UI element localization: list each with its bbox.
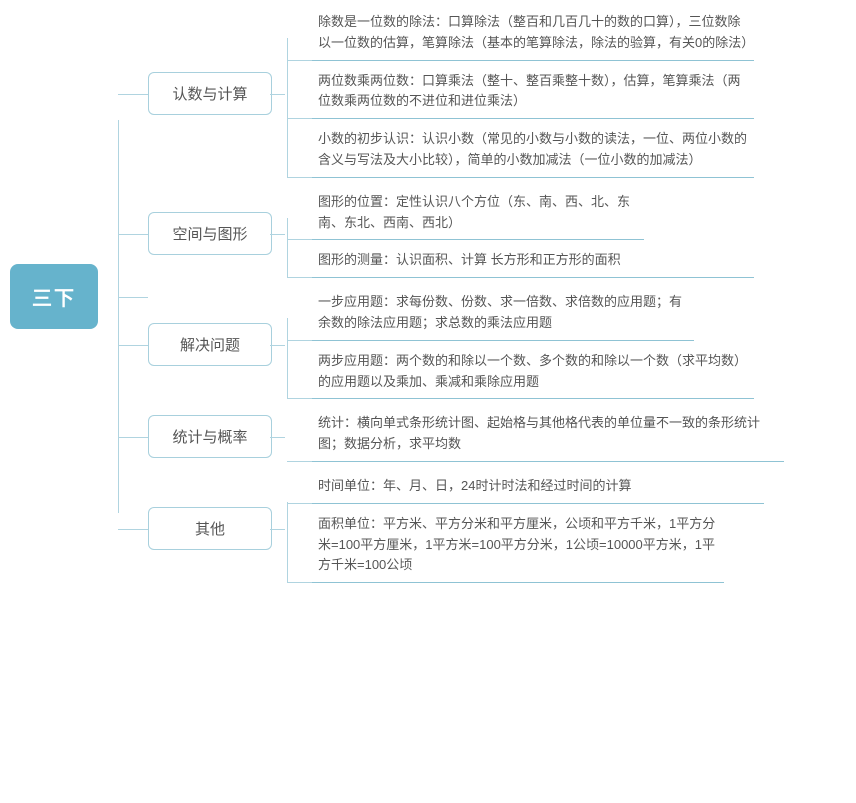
branch-label: 解决问题 xyxy=(148,323,272,366)
branch-label: 认数与计算 xyxy=(148,72,272,115)
leaf: 两位数乘两位数：口算乘法（整十、整百乘整十数），估算，笔算乘法（两位数乘两位数的… xyxy=(312,69,754,120)
leaves-container: 时间单位：年、月、日，24时计时法和经过时间的计算 面积单位：平方米、平方分米和… xyxy=(312,474,846,583)
branch-statistics: 统计与概率 统计：横向单式条形统计图、起始格与其他格代表的单位量不一致的条形统计… xyxy=(148,411,846,462)
leaf: 图形的位置：定性认识八个方位（东、南、西、北、东南、东北、西南、西北） xyxy=(312,190,644,241)
leaves-container: 统计：横向单式条形统计图、起始格与其他格代表的单位量不一致的条形统计图；数据分析… xyxy=(312,411,846,462)
branch-numbers-calc: 认数与计算 除数是一位数的除法：口算除法（整百和几百几十的数的口算），三位数除以… xyxy=(148,10,846,178)
branch-space-shape: 空间与图形 图形的位置：定性认识八个方位（东、南、西、北、东南、东北、西南、西北… xyxy=(148,190,846,278)
branch-problem-solving: 解决问题 一步应用题：求每份数、份数、求一倍数、求倍数的应用题；有余数的除法应用… xyxy=(148,290,846,399)
mind-map: 三下 认数与计算 除数是一位数的除法：口算除法（整百和几百几十的数的口算），三位… xyxy=(10,10,846,583)
root-node: 三下 xyxy=(10,264,98,329)
leaf: 图形的测量：认识面积、计算 长方形和正方形的面积 xyxy=(312,248,754,278)
leaves-container: 除数是一位数的除法：口算除法（整百和几百几十的数的口算），三位数除以一位数的估算… xyxy=(312,10,846,178)
leaf: 时间单位：年、月、日，24时计时法和经过时间的计算 xyxy=(312,474,764,504)
leaf: 除数是一位数的除法：口算除法（整百和几百几十的数的口算），三位数除以一位数的估算… xyxy=(312,10,754,61)
leaf: 两步应用题：两个数的和除以一个数、多个数的和除以一个数（求平均数）的应用题以及乘… xyxy=(312,349,754,400)
branch-label: 统计与概率 xyxy=(148,415,272,458)
leaf: 一步应用题：求每份数、份数、求一倍数、求倍数的应用题；有余数的除法应用题；求总数… xyxy=(312,290,694,341)
leaf: 小数的初步认识：认识小数（常见的小数与小数的读法，一位、两位小数的含义与写法及大… xyxy=(312,127,754,178)
leaf: 面积单位：平方米、平方分米和平方厘米，公顷和平方千米，1平方分米=100平方厘米… xyxy=(312,512,724,583)
branch-label: 空间与图形 xyxy=(148,212,272,255)
leaf: 统计：横向单式条形统计图、起始格与其他格代表的单位量不一致的条形统计图；数据分析… xyxy=(312,411,784,462)
leaves-container: 图形的位置：定性认识八个方位（东、南、西、北、东南、东北、西南、西北） 图形的测… xyxy=(312,190,846,278)
branch-label: 其他 xyxy=(148,507,272,550)
leaves-container: 一步应用题：求每份数、份数、求一倍数、求倍数的应用题；有余数的除法应用题；求总数… xyxy=(312,290,846,399)
branches-container: 认数与计算 除数是一位数的除法：口算除法（整百和几百几十的数的口算），三位数除以… xyxy=(148,10,846,583)
branch-other: 其他 时间单位：年、月、日，24时计时法和经过时间的计算 面积单位：平方米、平方… xyxy=(148,474,846,583)
